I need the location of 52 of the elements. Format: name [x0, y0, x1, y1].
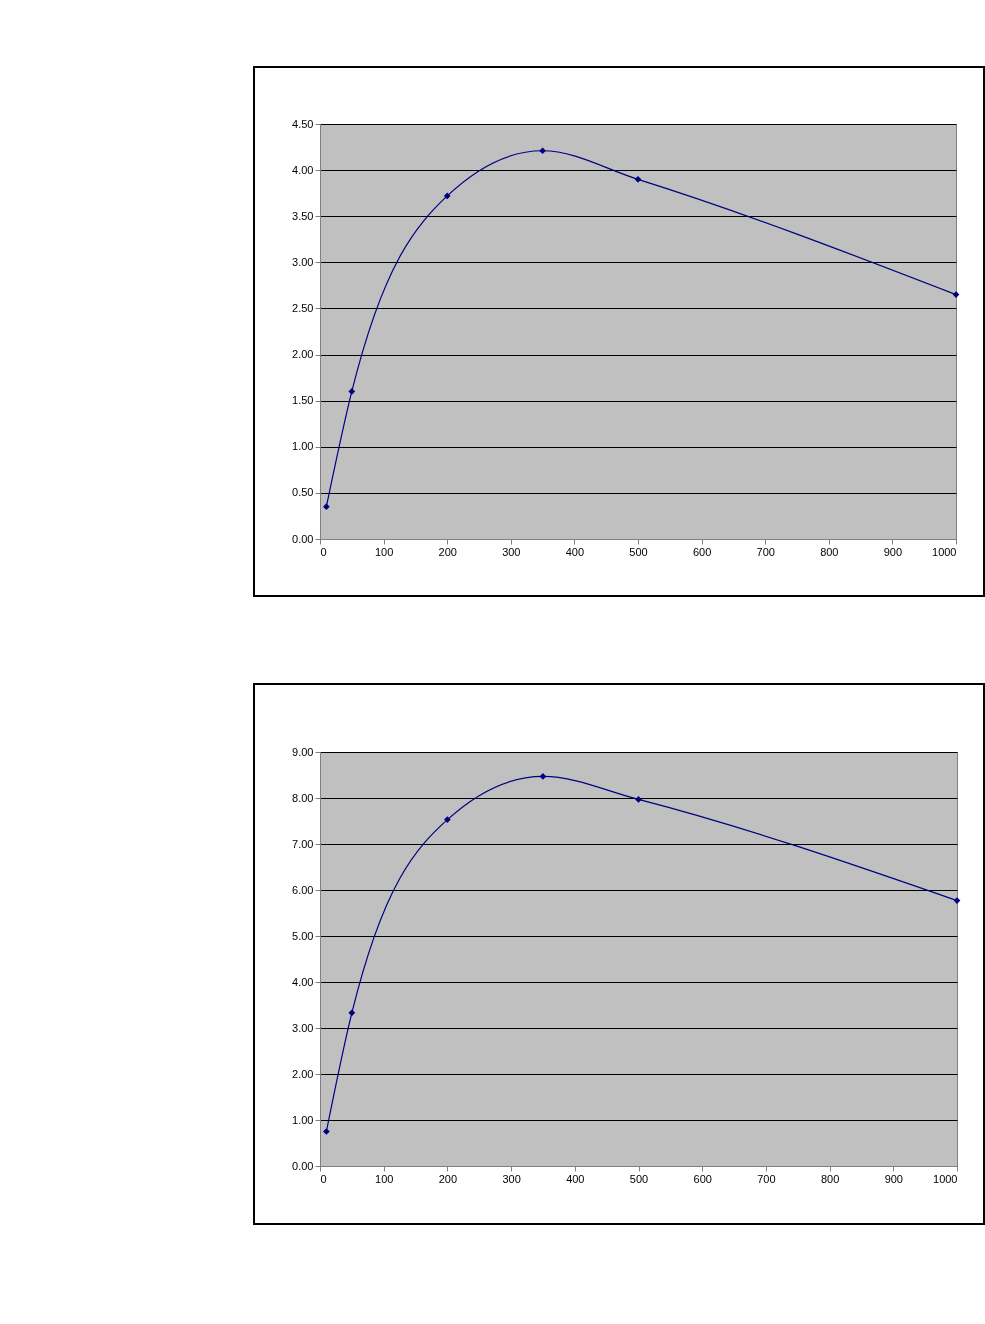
- x-tick-label: 300: [502, 1172, 521, 1185]
- x-tick-label: 600: [693, 1172, 712, 1185]
- point: [348, 1009, 356, 1017]
- y-tick-label: 3.50: [292, 209, 314, 222]
- point: [539, 773, 547, 780]
- x-tick-label: 200: [438, 1172, 458, 1185]
- y-tick-label: 1.00: [292, 440, 314, 453]
- x-tick-label: 400: [566, 1172, 585, 1185]
- y-tick-label: 4.00: [292, 975, 314, 988]
- x-tick-label: 800: [820, 1172, 840, 1185]
- x-tick-label: 700: [756, 545, 775, 558]
- x-tick-label: 100: [374, 545, 394, 558]
- x-tick-label: 900: [884, 1172, 903, 1185]
- y-tick-label: 5.00: [292, 929, 314, 942]
- x-tick-label: 600: [692, 545, 712, 558]
- point: [634, 175, 642, 183]
- x-tick-label: 300: [502, 545, 521, 558]
- point: [443, 192, 451, 200]
- point: [348, 388, 356, 395]
- y-tick-label: 8.00: [292, 791, 314, 804]
- point: [323, 1128, 330, 1135]
- point: [444, 816, 451, 823]
- y-tick-label: 0.00: [292, 1159, 314, 1172]
- point: [323, 503, 330, 511]
- y-tick-label: 7.00: [292, 837, 314, 850]
- y-tick-label: 3.00: [292, 1021, 314, 1034]
- y-tick-label: 1.50: [292, 394, 314, 407]
- y-tick-label: 4.00: [292, 163, 314, 176]
- y-tick-label: 3.00: [292, 255, 314, 268]
- x-tick-label: 100: [375, 1172, 394, 1185]
- x-tick-label: 1000: [933, 1172, 958, 1185]
- y-tick-label: 9.00: [292, 745, 314, 758]
- y-tick-label: 2.00: [292, 1067, 314, 1080]
- y-tick-label: 0.00: [292, 532, 314, 545]
- x-tick-label: 400: [565, 545, 585, 558]
- x-tick-label: 200: [438, 545, 457, 558]
- x-tick-label: 0: [320, 545, 327, 558]
- x-tick-label: 0: [320, 1172, 327, 1185]
- y-tick-label: 2.50: [292, 301, 314, 314]
- x-tick-label: 900: [883, 545, 903, 558]
- y-tick-label: 6.00: [292, 883, 314, 896]
- y-tick-label: 1.00: [292, 1113, 314, 1126]
- y-tick-label: 4.50: [292, 117, 314, 130]
- x-tick-label: 500: [629, 545, 648, 558]
- x-tick-label: 500: [629, 1172, 649, 1185]
- y-tick-label: 2.00: [292, 348, 314, 361]
- x-tick-label: 800: [820, 545, 839, 558]
- point: [539, 147, 546, 155]
- point: [635, 796, 642, 803]
- x-tick-label: 700: [757, 1172, 776, 1185]
- y-tick-label: 0.50: [292, 486, 314, 499]
- x-tick-label: 1000: [932, 545, 957, 558]
